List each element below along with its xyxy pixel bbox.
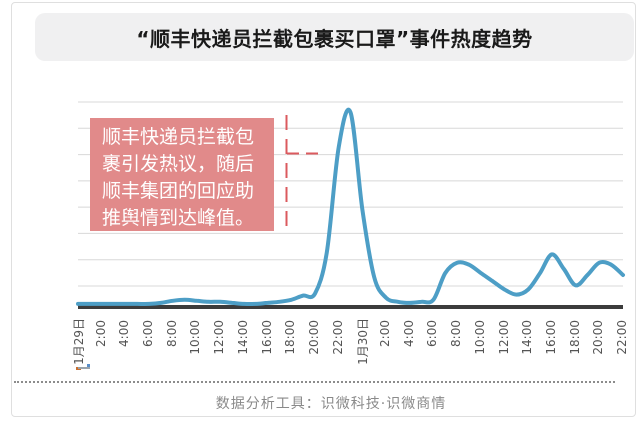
annotation-callout: 顺丰快递员拦截包裹引发热议，随后顺丰集团的回应助推舆情到达峰值。 <box>90 118 274 231</box>
x-axis-line <box>78 305 623 309</box>
mini-logo-mark <box>76 364 92 370</box>
footer-credit: 数据分析工具：识微科技·识微商情 <box>12 393 638 413</box>
separator-line <box>14 381 615 383</box>
trend-line <box>76 107 625 307</box>
report-card: “顺丰快递员拦截包裹买口罩”事件热度趋势 顺丰快递员拦截包裹引发热议，随后顺丰集… <box>11 2 636 417</box>
title-bar: “顺丰快递员拦截包裹买口罩”事件热度趋势 <box>35 13 634 61</box>
annotation-text: 顺丰快递员拦截包裹引发热议，随后顺丰集团的回应助推舆情到达峰值。 <box>102 126 255 229</box>
footer-text: 数据分析工具：识微科技·识微商情 <box>215 396 447 412</box>
page-title: “顺丰快递员拦截包裹买口罩”事件热度趋势 <box>136 26 533 51</box>
